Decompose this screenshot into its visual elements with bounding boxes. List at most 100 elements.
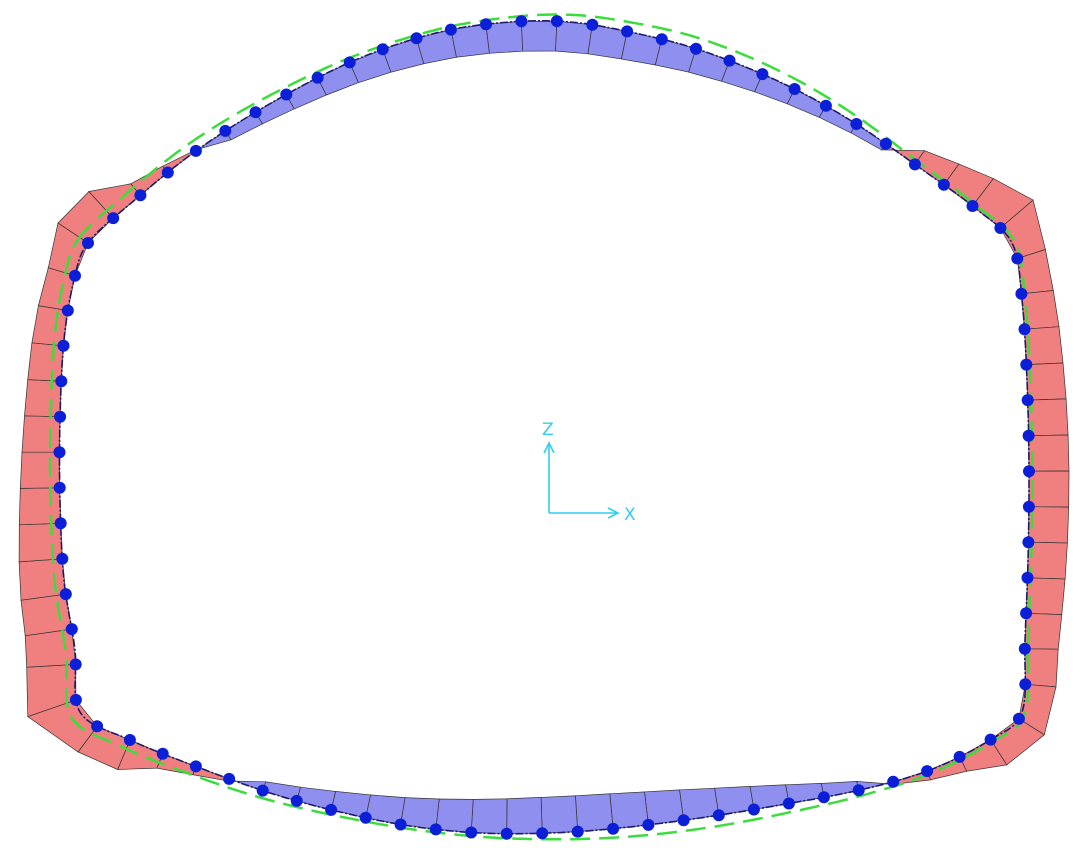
frame-node <box>515 15 528 28</box>
frame-node <box>500 827 513 840</box>
z-axis-arrowhead <box>543 441 555 454</box>
frame-node <box>444 23 457 36</box>
frame-node <box>1023 465 1035 478</box>
positive-moment-segment <box>1028 506 1070 544</box>
frame-node <box>966 200 979 212</box>
positive-moment-segment <box>20 593 73 637</box>
frame-node <box>1015 287 1028 300</box>
frame-node <box>359 811 372 824</box>
frame-node <box>994 222 1007 234</box>
frame-node <box>984 733 997 746</box>
negative-moment-segment <box>506 797 543 835</box>
frame-node <box>536 827 549 840</box>
frame-node <box>1020 358 1033 371</box>
positive-moment-segment <box>24 379 62 418</box>
frame-node <box>607 822 620 835</box>
frame-node <box>161 166 174 179</box>
negative-moment-segment <box>609 791 649 830</box>
frame-node <box>480 18 492 31</box>
positive-moment-segment <box>1027 398 1069 437</box>
frame-node <box>908 158 921 171</box>
frame-node <box>655 33 668 46</box>
frame-node <box>410 32 423 45</box>
frame-node <box>465 826 478 839</box>
positive-moment-segment <box>1024 612 1063 650</box>
frame-node <box>134 189 147 202</box>
frame-node <box>677 814 690 827</box>
frame-node <box>223 772 236 785</box>
frame-node <box>54 517 67 530</box>
frame-node <box>1019 678 1032 691</box>
frame-node <box>189 760 202 773</box>
positive-moment-segment <box>19 451 61 489</box>
frame-node <box>55 375 68 388</box>
frame-node <box>690 42 702 55</box>
frame-node <box>621 25 634 38</box>
frame-node <box>69 658 82 671</box>
frame-node <box>788 83 801 95</box>
frame-node <box>311 71 324 84</box>
x-axis-arrowhead <box>607 507 620 519</box>
frame-node <box>1020 607 1033 620</box>
frame-node <box>879 137 892 150</box>
frame-node <box>54 410 67 423</box>
frame-node <box>53 446 66 459</box>
positive-moment-segment <box>21 415 61 453</box>
axes-triad: Z X <box>542 420 636 525</box>
positive-moment-segment <box>47 222 89 277</box>
frame-node <box>1021 571 1034 584</box>
frame-node <box>219 124 232 137</box>
frame-node <box>280 88 293 101</box>
frame-node <box>91 720 104 733</box>
frame-node <box>249 106 262 119</box>
frame-node <box>747 803 760 816</box>
frame-node <box>290 794 303 807</box>
frame-node <box>53 481 66 494</box>
positive-moment-segment <box>18 558 67 601</box>
frame-node <box>156 747 169 760</box>
frame-node <box>756 68 769 81</box>
moment-diagram-fills <box>18 20 1070 835</box>
frame-node <box>953 750 966 763</box>
frame-node <box>712 809 725 822</box>
frame-nodes <box>53 15 1035 840</box>
frame-node <box>59 588 72 601</box>
frame-node <box>69 693 82 706</box>
frame-node <box>817 791 830 804</box>
frame-node <box>61 304 74 317</box>
frame-node <box>376 43 389 56</box>
frame-node <box>850 118 863 130</box>
negative-moment-segment <box>540 795 579 834</box>
frame-node <box>256 784 269 797</box>
frame-node <box>1022 500 1035 513</box>
positive-moment-segment <box>1028 470 1070 508</box>
positive-moment-segment <box>1025 577 1066 615</box>
frame-node <box>819 99 832 112</box>
frame-node <box>56 552 69 565</box>
frame-node <box>1018 323 1031 336</box>
positive-moment-segment <box>1027 541 1068 580</box>
frame-node <box>189 144 202 157</box>
frame-node <box>586 18 599 31</box>
frame-node <box>1021 394 1034 407</box>
positive-moment-segment <box>18 487 62 526</box>
frame-node <box>921 765 934 778</box>
negative-moment-segment <box>575 793 614 832</box>
frame-node <box>394 818 407 831</box>
frame-node <box>429 823 442 836</box>
frame-node <box>1022 536 1035 549</box>
frame-node <box>1018 642 1031 655</box>
frame-node <box>82 237 94 249</box>
positive-moment-segment <box>27 342 64 382</box>
positive-moment-segment <box>1028 434 1070 472</box>
frame-node <box>107 212 120 225</box>
frame-node <box>343 56 356 69</box>
frame-node <box>723 54 736 67</box>
frame-node <box>571 825 584 838</box>
frame-node <box>642 818 655 831</box>
frame-node <box>782 797 795 810</box>
negative-moment-segment <box>470 798 508 835</box>
frame-node <box>325 803 338 816</box>
frame-node <box>69 269 81 282</box>
